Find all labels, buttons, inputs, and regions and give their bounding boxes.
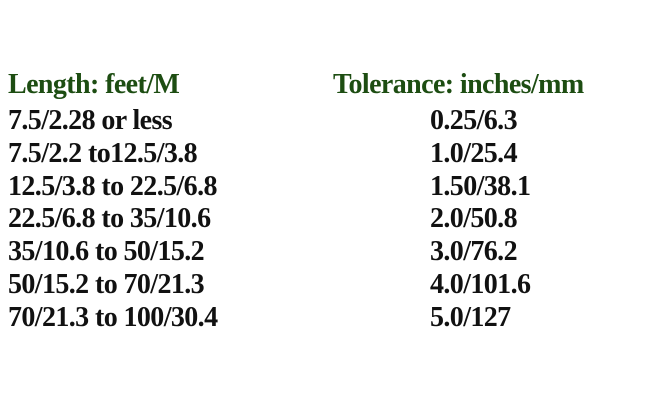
tolerance-cell: 1.50/38.1 <box>430 170 531 202</box>
tolerance-cell: 0.25/6.3 <box>430 105 518 136</box>
length-cell: 70/21.3 to 100/30.4 <box>8 301 218 333</box>
length-cell: 12.5/3.8 to 22.5/6.8 <box>8 170 217 202</box>
length-cell: 35/10.6 to 50/15.2 <box>8 236 205 268</box>
tolerance-column: 0.25/6.3 1.0/25.4 1.50/38.1 2.0/50.8 3.0… <box>430 105 531 335</box>
tolerance-header: Tolerance: inches/mm <box>333 69 584 100</box>
length-cell: 50/15.2 to 70/21.3 <box>8 268 205 300</box>
length-column: 7.5/2.28 or less 7.5/2.2 to12.5/3.8 12.5… <box>8 105 218 335</box>
length-header: Length: feet/M <box>8 69 180 100</box>
length-cell: 22.5/6.8 to 35/10.6 <box>8 203 211 235</box>
tolerance-cell: 1.0/25.4 <box>430 137 518 169</box>
length-cell: 7.5/2.28 or less <box>8 105 173 136</box>
tolerance-cell: 2.0/50.8 <box>430 203 518 235</box>
tolerance-cell: 5.0/127 <box>430 301 511 333</box>
tolerance-cell: 3.0/76.2 <box>430 236 518 268</box>
length-cell: 7.5/2.2 to12.5/3.8 <box>8 137 198 169</box>
tolerance-cell: 4.0/101.6 <box>430 268 531 300</box>
